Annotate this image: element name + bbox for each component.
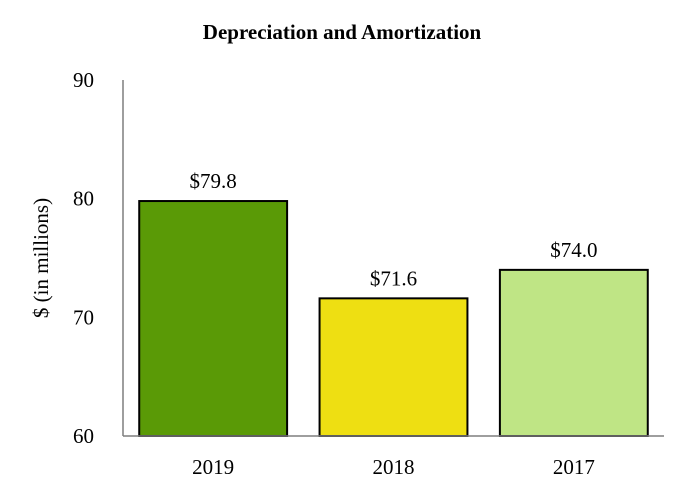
- bar-2019: [138, 200, 289, 437]
- x-axis-ticks: 2019 2018 2017: [192, 455, 595, 479]
- bar-2018: [318, 297, 469, 438]
- y-axis-label: $ (in millions): [29, 198, 53, 318]
- data-label-2019: $79.8: [190, 169, 237, 193]
- bar-2017: [498, 268, 649, 437]
- bars: [138, 200, 649, 438]
- data-label-2017: $74.0: [550, 238, 597, 262]
- y-tick-label: 70: [73, 305, 94, 329]
- data-labels: $79.8 $71.6 $74.0: [190, 169, 598, 290]
- chart-title: Depreciation and Amortization: [203, 20, 482, 44]
- data-label-2018: $71.6: [370, 266, 417, 290]
- y-tick-label: 60: [73, 424, 94, 448]
- y-tick-label: 90: [73, 68, 94, 92]
- x-tick-label-2017: 2017: [553, 455, 595, 479]
- x-tick-label-2019: 2019: [192, 455, 234, 479]
- y-axis-ticks: 60 70 80 90: [73, 68, 94, 448]
- x-tick-label-2018: 2018: [373, 455, 415, 479]
- y-tick-label: 80: [73, 187, 94, 211]
